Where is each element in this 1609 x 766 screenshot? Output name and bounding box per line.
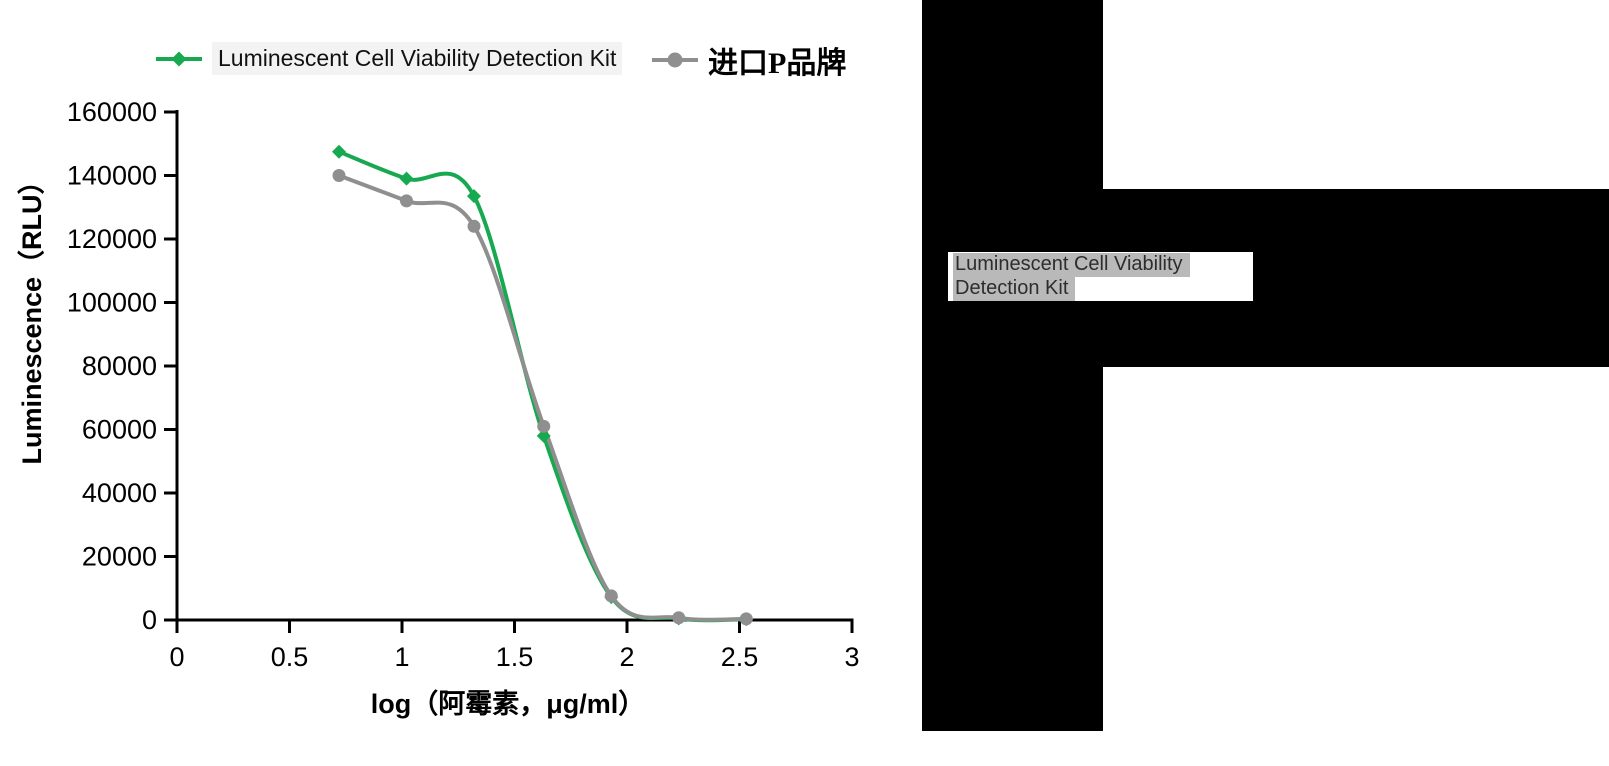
series-line-1 xyxy=(337,173,749,622)
legend-line-circle-icon xyxy=(652,52,698,68)
y-tick-label: 160000 xyxy=(67,97,157,127)
data-point-marker-circle xyxy=(400,194,413,208)
dose-response-chart-panel: 0 0.5 1 1.5 2 2.5 3 0 20000 40000 60000 80000 100000… xyxy=(17,38,860,719)
x-tick-label: 1.5 xyxy=(496,642,534,672)
series-line-0 xyxy=(337,149,749,623)
legend-item-imported-brand: 进口P品牌 xyxy=(651,38,846,82)
x-axis-title: log（阿霉素，μg/ml） xyxy=(371,689,646,719)
y-axis-title: Luminescence（RLU） xyxy=(17,167,47,464)
data-point-marker-diamond xyxy=(399,171,414,186)
overlay-label-box: Luminescent Cell Viability Detection Kit xyxy=(948,252,1253,301)
data-point-marker-diamond xyxy=(467,189,481,204)
dose-response-plot: 0 0.5 1 1.5 2 2.5 3 0 20000 40000 60000 80000 100000… xyxy=(17,97,860,719)
x-tick-label: 0 xyxy=(169,642,184,672)
y-tick-label: 80000 xyxy=(82,351,157,381)
x-tick-label: 2.5 xyxy=(721,642,759,672)
legend-label-detection-kit: Luminescent Cell Viability Detection Kit xyxy=(212,42,623,75)
data-point-marker-circle xyxy=(467,219,481,233)
data-point-marker-diamond xyxy=(536,428,551,443)
data-point-marker-circle xyxy=(739,612,753,626)
x-tick-label: 0.5 xyxy=(271,642,309,672)
y-tick-label: 100000 xyxy=(67,288,157,318)
data-point-marker-circle xyxy=(537,419,551,433)
legend-label-imported-brand: 进口P品牌 xyxy=(708,47,847,80)
data-point-marker-diamond xyxy=(332,144,346,159)
legend-item-detection-kit: Luminescent Cell Viability Detection Kit xyxy=(155,42,623,75)
legend-line-diamond-icon xyxy=(156,51,202,66)
data-point-marker-circle xyxy=(332,169,346,182)
x-tick-label: 1 xyxy=(394,642,409,672)
overlay-label-line1: Luminescent Cell Viability xyxy=(953,253,1253,277)
x-tick-label: 2 xyxy=(619,642,634,672)
y-tick-label: 20000 xyxy=(82,542,157,572)
y-tick-label: 60000 xyxy=(82,415,157,445)
y-tick-label: 0 xyxy=(142,605,157,635)
y-tick-label: 120000 xyxy=(67,224,157,254)
overlay-label-line2: Detection Kit xyxy=(953,277,1253,301)
data-point-marker-circle xyxy=(672,611,686,625)
x-tick-label: 3 xyxy=(844,642,859,672)
data-point-marker-circle xyxy=(604,589,618,603)
redaction-block-vertical xyxy=(922,0,1103,731)
y-tick-label: 40000 xyxy=(82,478,157,508)
y-tick-label: 140000 xyxy=(67,161,157,191)
